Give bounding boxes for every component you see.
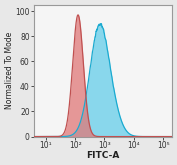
Y-axis label: Normalized To Mode: Normalized To Mode — [5, 32, 14, 109]
X-axis label: FITC-A: FITC-A — [86, 151, 120, 160]
